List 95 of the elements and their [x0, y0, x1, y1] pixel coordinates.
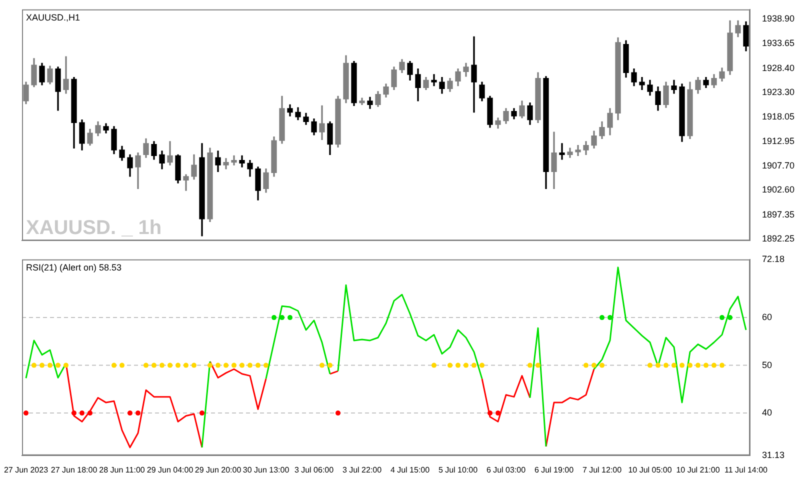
point [600, 315, 604, 320]
x-tick-label: 29 Jun 04:00 [146, 465, 194, 474]
x-tick-label: 28 Jun 11:00 [99, 465, 146, 474]
y-tick-label: 1892.25 [762, 233, 795, 244]
point [720, 362, 724, 368]
point [432, 362, 436, 368]
point [320, 362, 324, 368]
point [488, 410, 492, 416]
y-tick-label: 72.18 [762, 254, 785, 264]
x-tick-label: 30 Jun 13:00 [242, 465, 290, 474]
point [680, 362, 684, 368]
x-tick-label: 6 Jul 19:00 [534, 465, 574, 474]
point [696, 362, 700, 368]
point [144, 362, 148, 368]
x-tick-label: 27 Jun 18:00 [50, 465, 98, 474]
point [600, 362, 604, 368]
point [256, 362, 260, 368]
y-tick-label: 40 [762, 408, 772, 418]
point [208, 362, 212, 368]
point [224, 362, 228, 368]
point [728, 315, 732, 320]
x-tick-label: 6 Jul 03:00 [486, 465, 526, 474]
point [536, 362, 540, 368]
point [648, 362, 652, 368]
point [336, 410, 340, 416]
point [48, 362, 52, 368]
point [112, 362, 116, 368]
y-tick-label: 1912.95 [762, 136, 795, 146]
y-tick-label: 50 [762, 360, 772, 370]
point [152, 362, 156, 368]
point [328, 362, 332, 368]
point [88, 410, 92, 416]
point [120, 362, 124, 368]
point [472, 362, 476, 368]
x-tick-label: 11 Jul 14:00 [724, 465, 768, 474]
point [448, 362, 452, 368]
point [664, 362, 668, 368]
point [200, 410, 204, 416]
point [480, 362, 484, 368]
chart-title: XAUUSD.,H1 [26, 12, 80, 22]
point [240, 362, 244, 368]
point [272, 315, 276, 320]
point [32, 362, 36, 368]
point [176, 362, 180, 368]
point [656, 362, 660, 368]
point [720, 315, 724, 320]
point [232, 362, 236, 368]
x-tick-label: 3 Jul 22:00 [342, 465, 382, 474]
y-tick-label: 1923.30 [762, 86, 795, 97]
y-tick-label: 1907.70 [762, 160, 795, 171]
y-tick-label: 60 [762, 312, 772, 322]
point [712, 362, 716, 368]
point [192, 362, 196, 368]
y-tick-label: 1938.90 [762, 13, 795, 24]
point [672, 362, 676, 368]
point [688, 362, 692, 368]
point [592, 362, 596, 368]
point [456, 362, 460, 368]
y-tick-label: 1897.35 [762, 209, 795, 220]
x-tick-label: 3 Jul 06:00 [294, 465, 334, 474]
x-tick-label: 27 Jun 2023 [4, 465, 49, 474]
point [40, 362, 44, 368]
point [584, 362, 588, 368]
chart-title: RSI(21) (Alert on) 58.53 [26, 262, 122, 272]
y-tick-label: 31.13 [762, 450, 785, 460]
y-tick-label: 1928.40 [762, 62, 795, 73]
point [496, 410, 500, 416]
x-tick-label: 4 Jul 15:00 [390, 465, 430, 474]
point [608, 315, 612, 320]
point [280, 315, 284, 320]
point [128, 410, 132, 416]
point [168, 362, 172, 368]
point [184, 362, 188, 368]
point [528, 362, 532, 368]
point [160, 362, 164, 368]
point [56, 362, 60, 368]
point [64, 362, 68, 368]
x-tick-label: 10 Jul 21:00 [676, 465, 720, 474]
point [80, 410, 84, 416]
point [288, 315, 292, 320]
point [704, 362, 708, 368]
point [24, 410, 28, 416]
y-tick-label: 1918.05 [762, 112, 795, 122]
x-tick-label: 29 Jun 20:00 [194, 465, 242, 474]
point [264, 362, 268, 368]
point [216, 362, 220, 368]
y-tick-label: 1933.65 [762, 38, 795, 48]
x-tick-label: 10 Jul 05:00 [628, 465, 672, 474]
point [72, 410, 76, 416]
x-tick-label: 5 Jul 10:00 [438, 465, 478, 474]
point [136, 410, 140, 416]
point [248, 362, 252, 368]
point [464, 362, 468, 368]
x-tick-label: 7 Jul 12:00 [582, 465, 622, 474]
y-tick-label: 1902.60 [762, 184, 795, 195]
